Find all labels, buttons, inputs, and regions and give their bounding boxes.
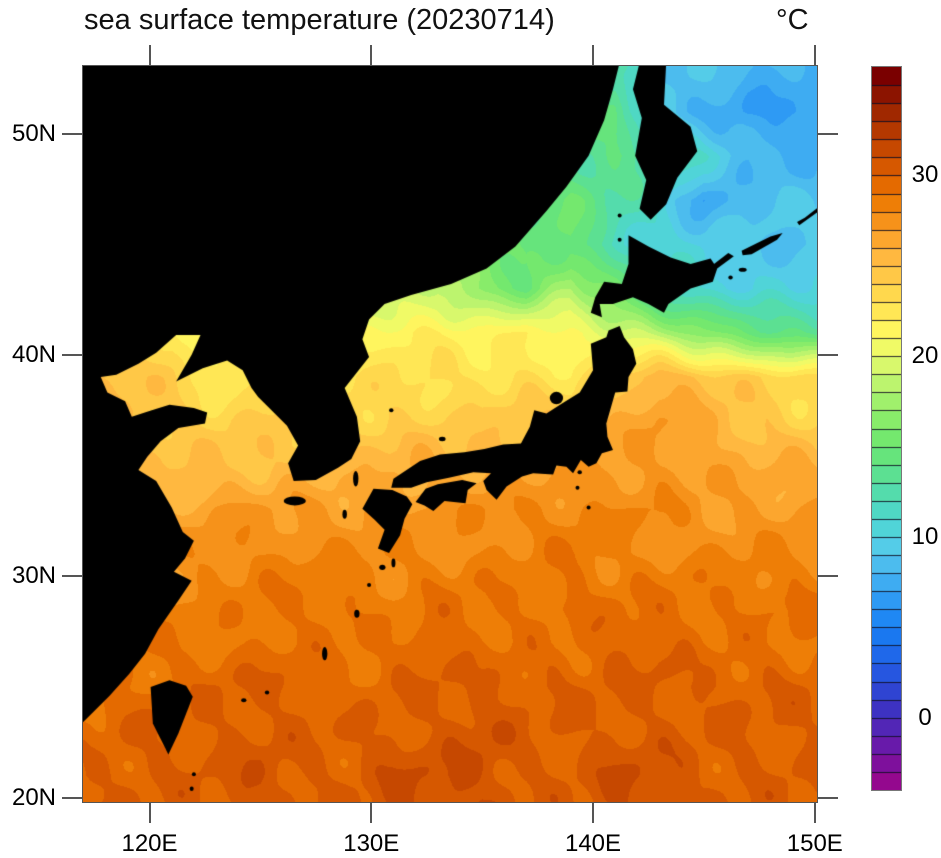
lon-axis-label-130E: 130E: [343, 830, 400, 857]
lon-axis-label-120E: 120E: [121, 830, 178, 857]
axis-tick-mark: [62, 575, 82, 578]
unit-label: °C: [776, 4, 809, 36]
colorbar-tick-label-20: 20: [911, 342, 939, 370]
axis-tick-mark: [62, 132, 82, 135]
axis-tick-mark: [818, 575, 838, 578]
lon-axis-label-150E: 150E: [786, 830, 843, 857]
axis-tick-mark: [818, 132, 838, 135]
figure-title: sea surface temperature (20230714): [84, 4, 555, 36]
sst-map-canvas: [83, 66, 817, 802]
axis-tick-mark: [813, 803, 816, 823]
map-plot-area: [82, 65, 818, 803]
lat-axis-label-40N: 40N: [11, 340, 56, 368]
colorbar-tick-label-30: 30: [911, 161, 939, 189]
axis-tick-mark: [148, 803, 151, 823]
axis-tick-mark: [818, 353, 838, 356]
lon-axis-label-140E: 140E: [564, 830, 622, 857]
colorbar-tick-label-0: 0: [918, 703, 932, 731]
lat-axis-label-30N: 30N: [11, 562, 56, 590]
colorbar: [871, 66, 902, 791]
axis-tick-mark: [592, 45, 595, 65]
axis-tick-mark: [370, 45, 373, 65]
colorbar-tick-label-10: 10: [911, 522, 939, 550]
lat-axis-label-50N: 50N: [11, 119, 56, 147]
lat-axis-label-20N: 20N: [11, 783, 56, 811]
axis-tick-mark: [62, 796, 82, 799]
colorbar-canvas: [872, 67, 901, 790]
axis-tick-mark: [813, 45, 816, 65]
axis-tick-mark: [148, 45, 151, 65]
axis-tick-mark: [592, 803, 595, 823]
axis-tick-mark: [370, 803, 373, 823]
axis-tick-mark: [818, 796, 838, 799]
axis-tick-mark: [62, 353, 82, 356]
